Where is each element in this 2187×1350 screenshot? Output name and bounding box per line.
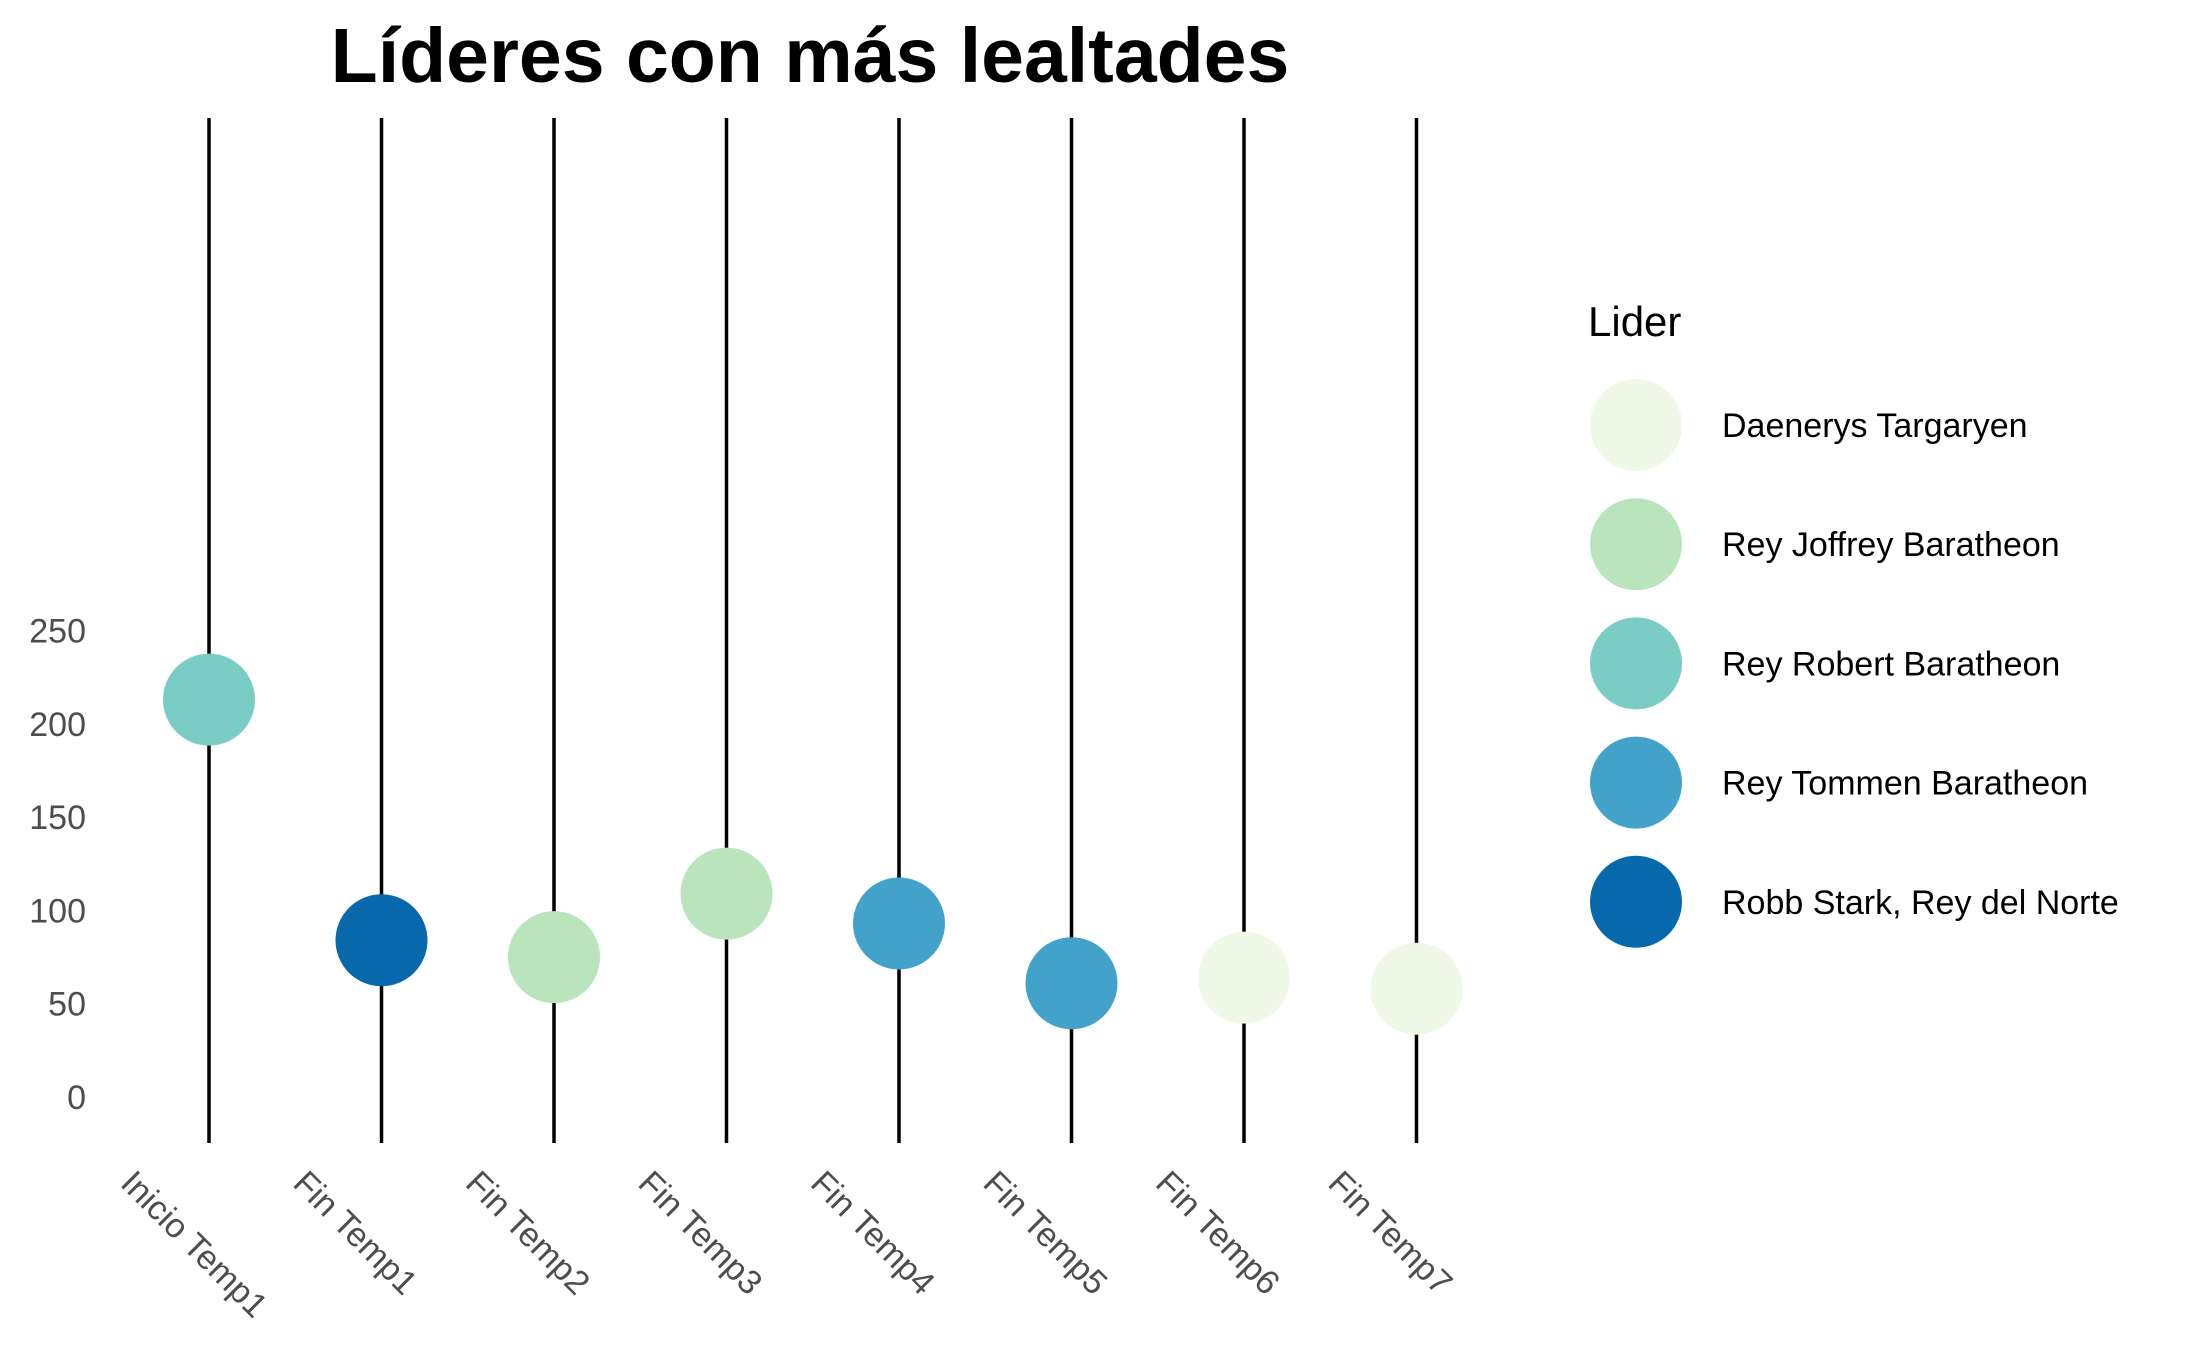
stem-lines [207, 118, 1419, 1143]
data-point [853, 877, 945, 970]
y-tick-label: 100 [29, 892, 86, 930]
legend-label: Robb Stark, Rey del Norte [1722, 884, 2119, 922]
x-tick-label: Fin Temp5 [976, 1164, 1115, 1303]
y-axis-tick-labels: 0 50 100 150 200 250 [29, 613, 86, 1117]
legend-label: Rey Tommen Baratheon [1722, 765, 2088, 803]
legend-label: Rey Joffrey Baratheon [1722, 526, 2060, 564]
data-point [680, 847, 773, 940]
data-point [1025, 937, 1118, 1030]
y-tick-label: 50 [48, 986, 86, 1024]
chart-title: Líderes con más lealtades [331, 13, 1290, 99]
data-points [163, 653, 1463, 1035]
legend-key [1590, 498, 1682, 591]
x-tick-label: Fin Temp1 [286, 1164, 425, 1303]
legend-key [1590, 617, 1682, 710]
y-tick-label: 150 [29, 799, 86, 837]
legend-key [1590, 736, 1682, 829]
x-tick-label: Inicio Temp1 [113, 1164, 274, 1325]
data-point [163, 653, 255, 746]
x-tick-label: Fin Temp7 [1321, 1164, 1460, 1303]
x-tick-label: Fin Temp2 [458, 1164, 597, 1303]
legend: Lider Daenerys Targaryen Rey Joffrey Bara… [1588, 298, 2119, 948]
y-tick-label: 0 [67, 1079, 86, 1117]
legend-title: Lider [1588, 298, 1681, 345]
y-tick-label: 250 [29, 613, 86, 651]
y-tick-label: 200 [29, 706, 86, 744]
legend-key [1590, 379, 1682, 471]
data-point [335, 894, 428, 987]
x-tick-label: Fin Temp4 [803, 1164, 942, 1303]
legend-label: Rey Robert Baratheon [1722, 645, 2060, 683]
legend-items: Daenerys Targaryen Rey Joffrey Baratheon R… [1590, 379, 2119, 948]
x-tick-label: Fin Temp3 [631, 1164, 770, 1303]
x-tick-label: Fin Temp6 [1148, 1164, 1287, 1303]
legend-label: Daenerys Targaryen [1722, 407, 2028, 445]
x-axis-tick-labels: Inicio Temp1 Fin Temp1 Fin Temp2 Fin Temp3 F… [113, 1164, 1459, 1325]
legend-key [1590, 855, 1682, 948]
data-point [508, 911, 600, 1004]
data-point [1198, 931, 1290, 1024]
data-point [1370, 942, 1463, 1035]
